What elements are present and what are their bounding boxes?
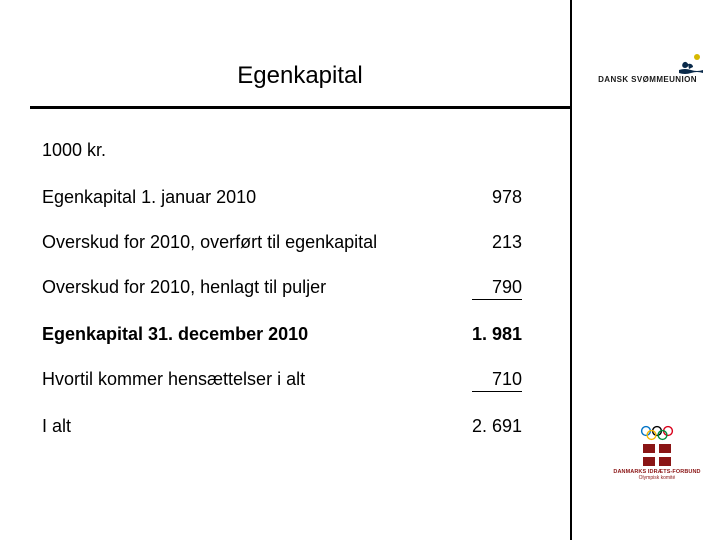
row-value: 790 — [442, 277, 522, 300]
table-row: Overskud for 2010, overført til egenkapi… — [42, 232, 522, 253]
dansk-svommeunion-logo: DANSK SVØMMEUNION — [590, 55, 705, 95]
row-value: 2. 691 — [442, 416, 522, 437]
unit-label: 1000 kr. — [42, 140, 522, 161]
table-row: Overskud for 2010, henlagt til puljer 79… — [42, 277, 522, 300]
row-label: Egenkapital 1. januar 2010 — [42, 187, 442, 208]
vertical-divider — [570, 0, 572, 540]
dif-flag-icon — [643, 444, 671, 466]
row-label: I alt — [42, 416, 442, 437]
row-label: Egenkapital 31. december 2010 — [42, 324, 442, 345]
dif-text-line2: Olympisk komité — [612, 475, 702, 481]
table-row: Hvortil kommer hensættelser i alt 710 — [42, 369, 522, 392]
table-row: I alt 2. 691 — [42, 416, 522, 437]
row-label: Hvortil kommer hensættelser i alt — [42, 369, 442, 390]
row-label: Overskud for 2010, overført til egenkapi… — [42, 232, 442, 253]
row-value: 978 — [442, 187, 522, 208]
waterpolo-icon — [679, 53, 703, 77]
content-area: 1000 kr. Egenkapital 1. januar 2010 978 … — [42, 140, 522, 461]
row-value: 213 — [442, 232, 522, 253]
table-row: Egenkapital 1. januar 2010 978 — [42, 187, 522, 208]
row-value: 710 — [442, 369, 522, 392]
logo-top-text: DANSK SVØMMEUNION — [590, 75, 705, 84]
page-title: Egenkapital — [30, 62, 570, 90]
olympic-rings-icon — [639, 425, 675, 441]
title-divider — [30, 106, 570, 109]
slide: Egenkapital DANSK SVØMMEUNION 1000 kr. E… — [0, 0, 720, 540]
row-value: 1. 981 — [442, 324, 522, 345]
row-label: Overskud for 2010, henlagt til puljer — [42, 277, 442, 298]
dif-logo: DANMARKS IDRÆTS-FORBUND Olympisk komité — [612, 425, 702, 481]
table-row: Egenkapital 31. december 2010 1. 981 — [42, 324, 522, 345]
